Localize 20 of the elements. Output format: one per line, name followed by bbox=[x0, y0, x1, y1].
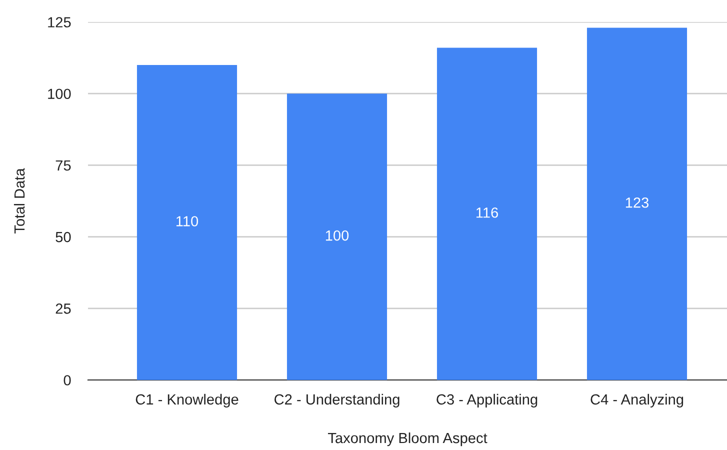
x-tick-label: C3 - Applicating bbox=[436, 394, 538, 408]
y-tick-label: 0 bbox=[64, 375, 71, 386]
x-axis-title: Taxonomy Bloom Aspect bbox=[328, 432, 488, 446]
y-tick-label: 25 bbox=[56, 304, 71, 314]
data-label: 123 bbox=[626, 197, 649, 208]
y-tick-label: 125 bbox=[48, 17, 71, 28]
x-tick-label: C1 - Knowledge bbox=[136, 394, 238, 408]
bar bbox=[286, 94, 388, 380]
y-tick-label: 100 bbox=[48, 88, 71, 100]
y-tick-label: 50 bbox=[56, 232, 71, 242]
x-tick-label: C4 - Analyzing bbox=[590, 394, 684, 408]
bar bbox=[586, 28, 688, 380]
data-label: 100 bbox=[326, 230, 349, 241]
bar bbox=[436, 48, 538, 380]
x-tick-label: C2 - Understanding bbox=[274, 394, 400, 408]
data-label: 110 bbox=[176, 216, 198, 226]
data-label: 116 bbox=[476, 207, 498, 218]
bar bbox=[136, 64, 238, 380]
y-axis-title: Total Data bbox=[14, 168, 25, 234]
y-tick-label: 75 bbox=[56, 160, 71, 171]
